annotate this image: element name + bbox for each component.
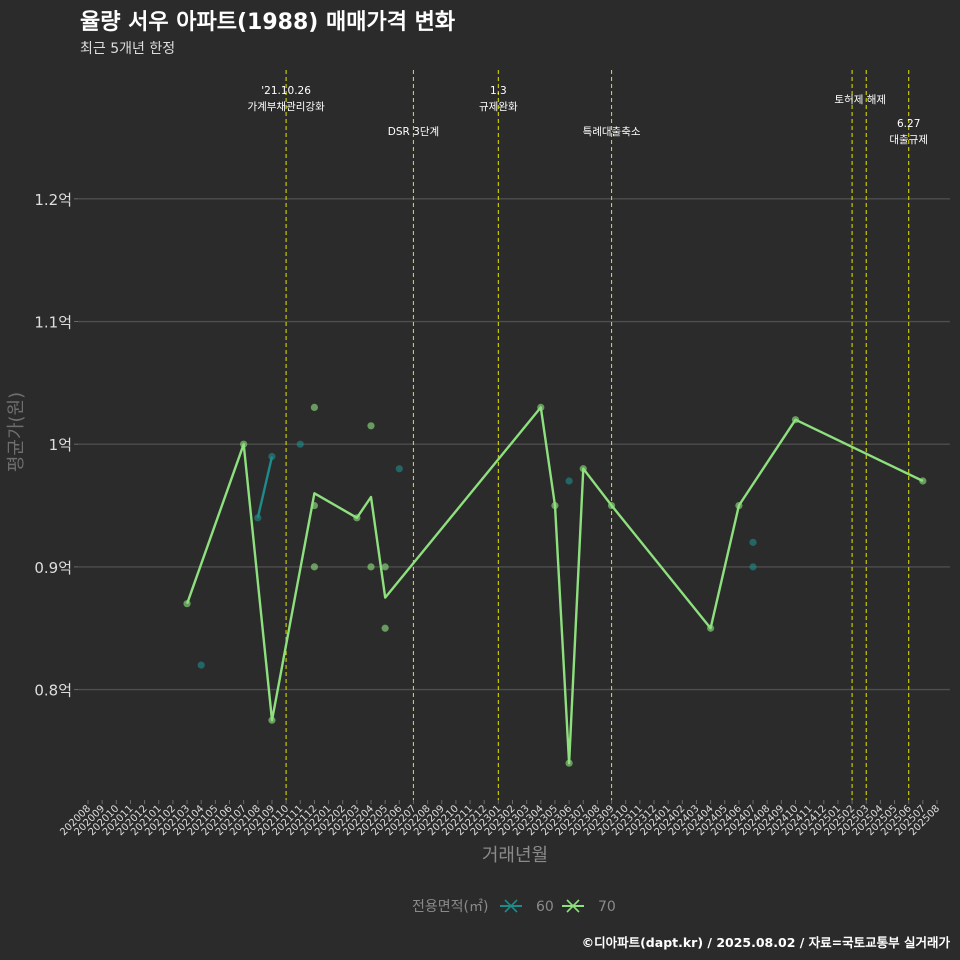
event-label: 특례대출축소 <box>583 126 641 138</box>
data-point-70 <box>381 563 389 571</box>
y-gridlines <box>74 198 950 691</box>
data-point-70 <box>367 563 375 571</box>
data-point-70 <box>551 501 559 510</box>
y-tick-label: 0.9억 <box>34 559 72 577</box>
data-point-70 <box>707 624 715 632</box>
data-point-70 <box>791 416 800 424</box>
y-tick-label: 1.1억 <box>34 314 72 332</box>
data-point-70 <box>607 501 616 510</box>
event-label: 1.3 규제완화 <box>479 85 518 113</box>
legend-label-70: 70 <box>598 899 616 915</box>
event-label-line: 특례대출축소 <box>583 126 641 138</box>
data-point-70 <box>240 440 248 448</box>
source-caption: ©디아파트(dapt.kr) / 2025.08.02 / 자료=국토교통부 실… <box>582 935 951 950</box>
x-axis-title: 거래년월 <box>482 845 548 866</box>
data-point-70 <box>565 759 573 767</box>
series-60 <box>197 440 757 669</box>
data-point-70 <box>919 477 927 485</box>
data-point-70 <box>310 403 318 411</box>
event-label: '21.10.26 가계부채관리강화 <box>247 85 325 113</box>
legend-marker-70 <box>566 899 580 913</box>
event-label-line: 6.27 <box>897 118 920 130</box>
data-point-70 <box>183 600 191 608</box>
event-label-line: 토허제 해제 <box>834 93 886 106</box>
data-point-60 <box>197 661 205 669</box>
data-point-60 <box>565 477 573 485</box>
chart-subtitle: 최근 5개년 한정 <box>80 41 175 57</box>
event-label: DSR 3단계 <box>388 126 439 138</box>
data-point-70 <box>268 716 276 724</box>
event-label-line: 규제완화 <box>479 100 518 113</box>
series-line-70 <box>185 406 924 765</box>
y-tick-label: 1억 <box>49 436 72 454</box>
legend-title: 전용면적(㎡) <box>412 899 488 915</box>
data-point-60 <box>268 452 276 461</box>
y-axis-title: 평균가(원) <box>6 392 27 472</box>
event-label-line: 대출규제 <box>889 134 928 146</box>
event-label-line: 가계부채관리강화 <box>247 101 325 113</box>
y-tick-labels: 0.8억 0.9억 1억 1.1억 1.2억 <box>34 191 72 700</box>
chart-title: 율량 서우 아파트(1988) 매매가격 변화 <box>80 10 455 35</box>
data-point-60 <box>395 465 403 473</box>
legend-marker-60 <box>504 899 518 913</box>
event-label: 6.27 대출규제 <box>889 118 928 146</box>
series-70 <box>183 403 927 767</box>
x-tick-labels: 2020082020092020102020112020122021012021… <box>58 800 942 838</box>
series-line-60 <box>256 456 274 519</box>
data-point-70 <box>353 514 361 522</box>
y-tick-label: 1.2억 <box>34 191 72 209</box>
data-point-70 <box>537 403 545 411</box>
data-point-70 <box>310 501 318 510</box>
y-tick-label: 0.8억 <box>34 682 72 700</box>
legend-label-60: 60 <box>536 899 554 915</box>
legend: 전용면적(㎡) 60 70 <box>412 899 616 915</box>
data-point-70 <box>735 501 743 510</box>
event-label-line: '21.10.26 <box>261 85 311 97</box>
data-point-60 <box>296 440 304 448</box>
data-point-60 <box>749 563 757 571</box>
event-label-line: 1.3 <box>490 85 507 97</box>
event-label-line: DSR 3단계 <box>388 126 439 138</box>
data-point-70 <box>367 422 375 430</box>
event-label: 토허제 해제 <box>834 93 886 106</box>
data-point-70 <box>579 465 587 473</box>
data-point-70 <box>381 624 389 632</box>
data-point-60 <box>254 514 262 522</box>
data-point-60 <box>749 538 757 546</box>
data-point-70 <box>310 563 318 571</box>
data-series <box>183 403 927 767</box>
